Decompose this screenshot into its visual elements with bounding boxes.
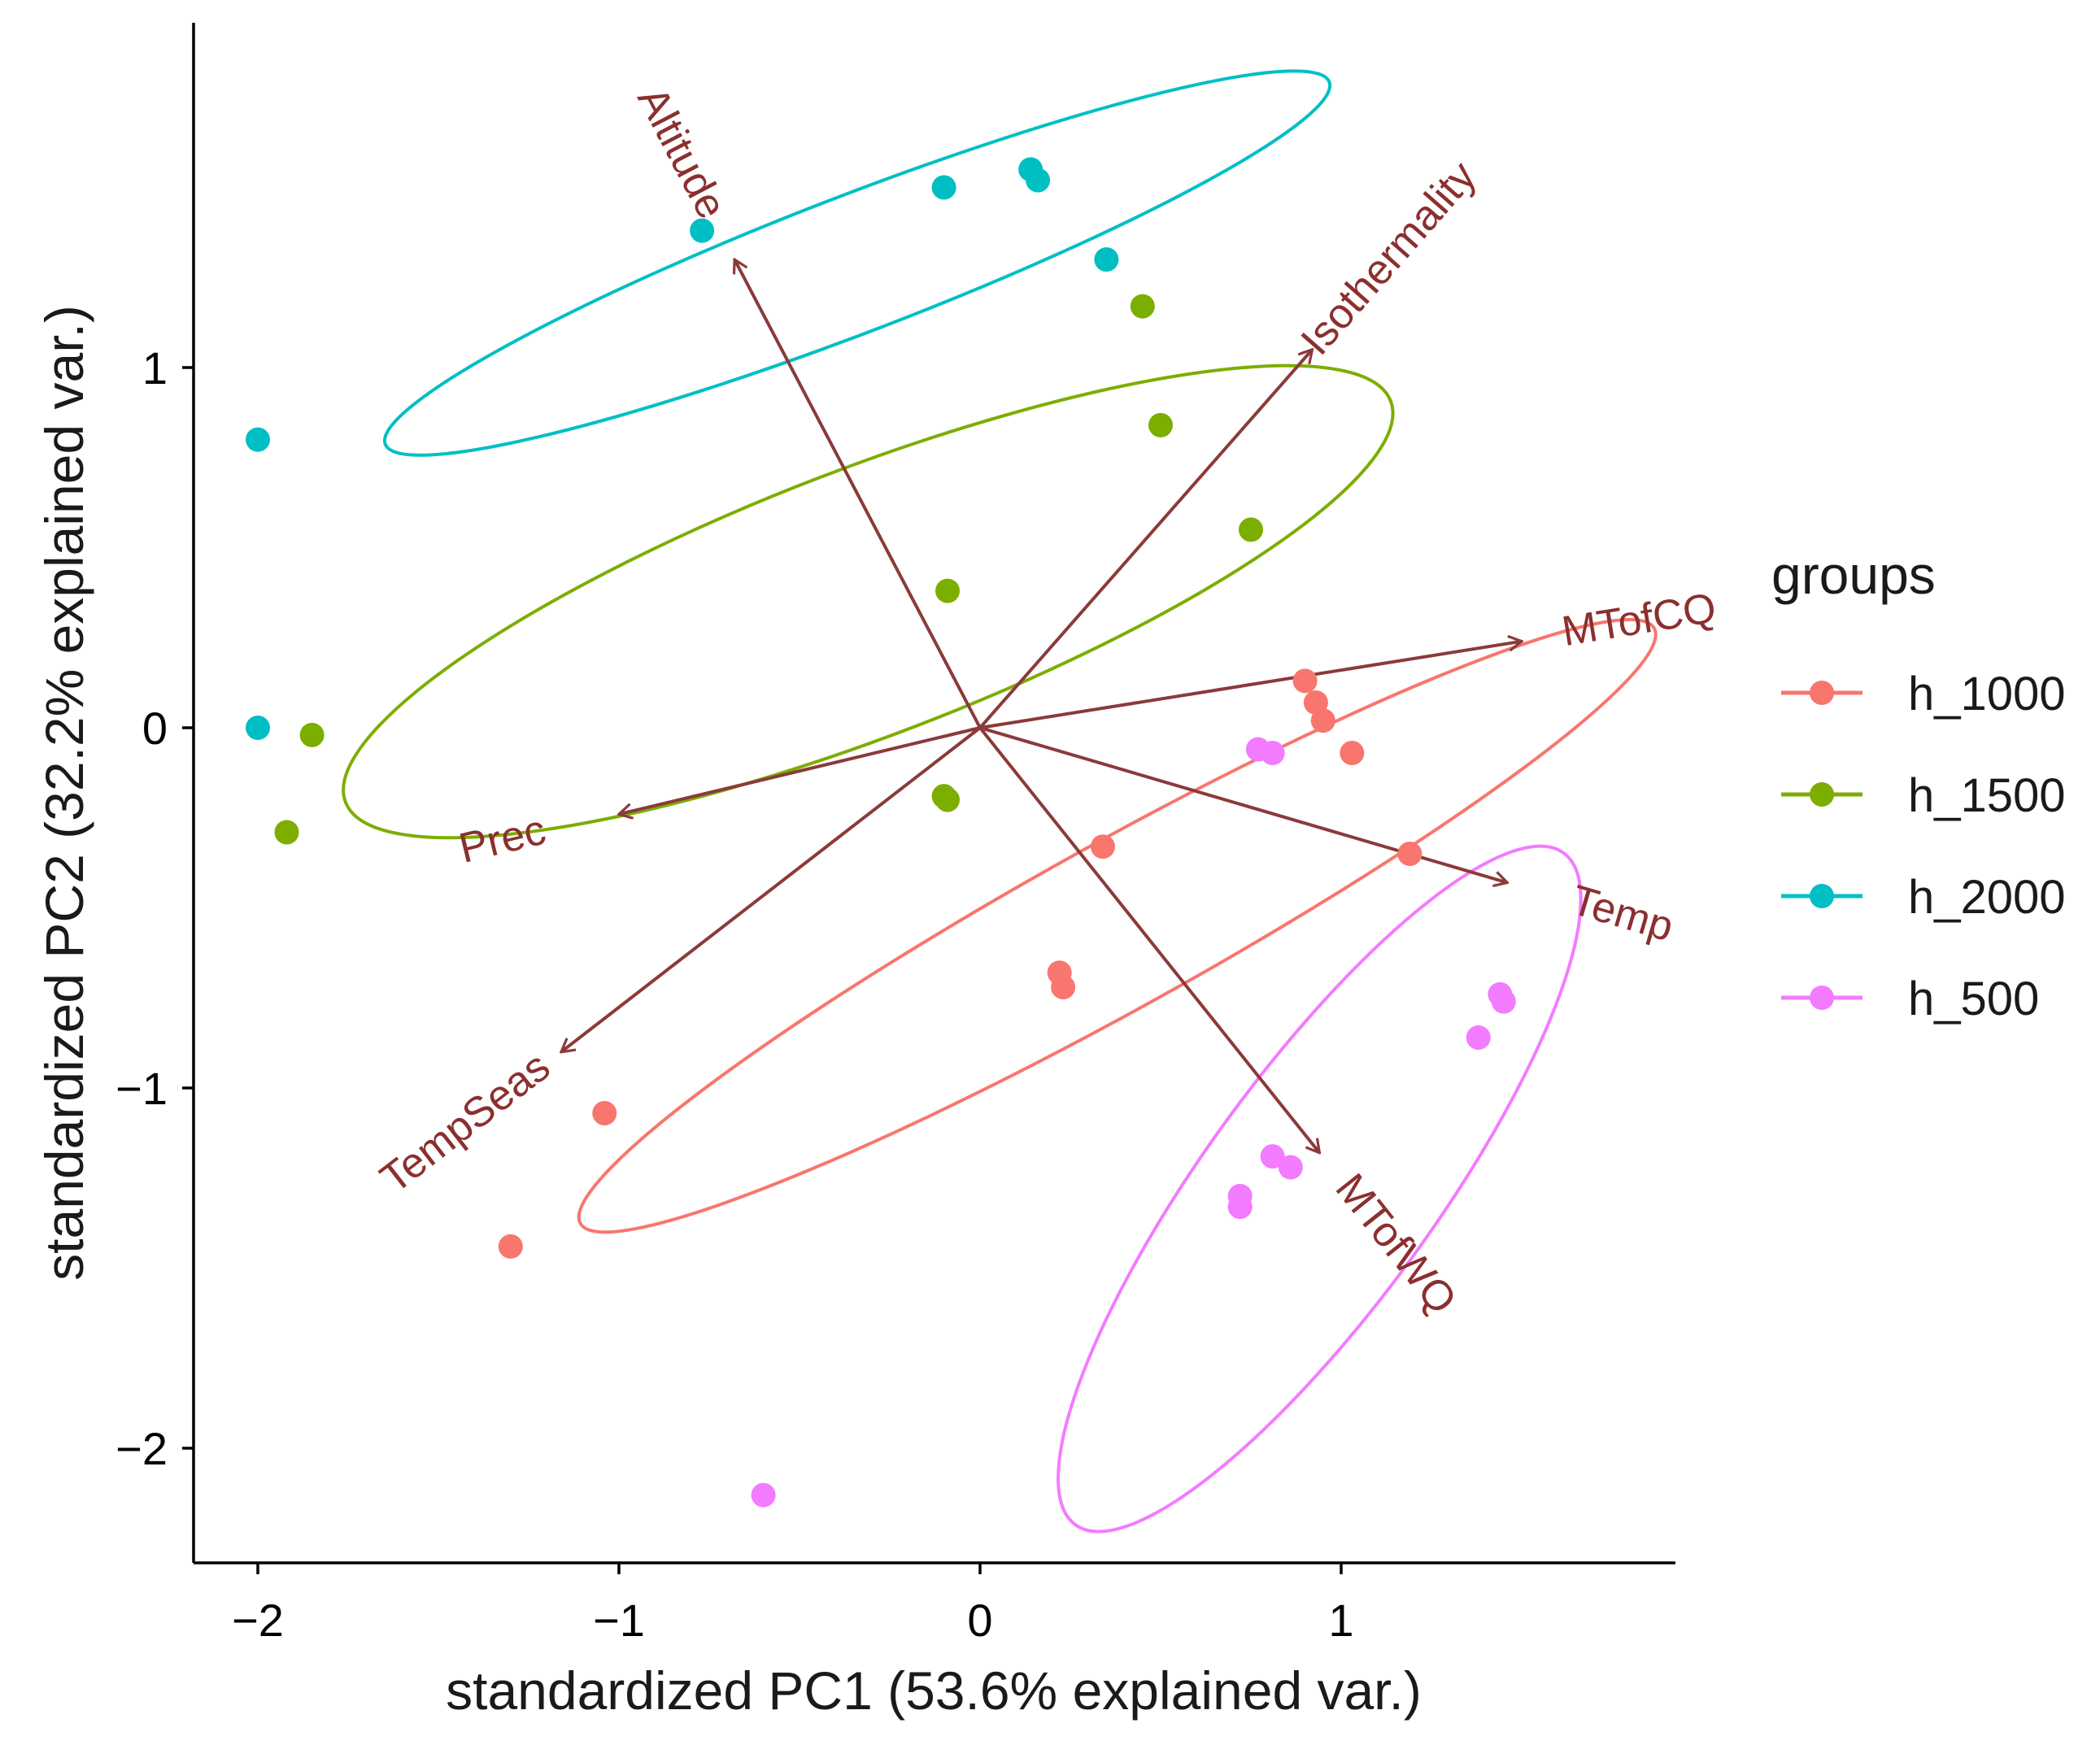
x-tick-label: 1	[1328, 1595, 1353, 1646]
point-h_500	[1491, 989, 1516, 1014]
loading-label-mtofcq: MTofCQ	[1558, 585, 1719, 655]
point-h_2000	[690, 218, 715, 243]
legend: groups h_1000 h_1500 h_2000 h_500	[1771, 545, 2066, 1025]
point-h_2000	[1026, 168, 1051, 193]
loading-labels: Altitude Isothermality MTofCQ Prec Temp TempS…	[372, 80, 1719, 1323]
point-h_1000	[1397, 842, 1423, 867]
legend-swatch-dot-h_1500	[1810, 782, 1834, 807]
loading-label-isothermality: Isothermality	[1292, 153, 1486, 364]
point-h_1500	[1148, 412, 1173, 437]
tick-marks: −2 −1 0 1 −2 −1 0 1	[115, 342, 1353, 1646]
arrow-isothermality	[978, 350, 1312, 729]
point-h_1000	[1310, 708, 1335, 733]
arrow-mtofcq	[979, 642, 1522, 729]
legend-title: groups	[1771, 545, 1936, 605]
point-h_1000	[1051, 974, 1076, 999]
point-h_1000	[1292, 668, 1318, 694]
x-tick-label: −2	[232, 1595, 284, 1646]
y-axis-title: standardized PC2 (32.2% explained var.)	[34, 305, 94, 1281]
legend-label-h_2000: h_2000	[1908, 871, 2066, 924]
x-axis-title: standardized PC1 (53.6% explained var.)	[446, 1660, 1422, 1721]
point-h_500	[1278, 1155, 1303, 1180]
point-h_1000	[498, 1234, 523, 1259]
point-h_2000	[246, 427, 270, 452]
point-h_500	[1260, 741, 1285, 766]
arrow-altitude	[734, 259, 982, 729]
point-h_1000	[1340, 741, 1365, 766]
point-h_500	[751, 1482, 776, 1508]
legend-label-h_1500: h_1500	[1908, 769, 2066, 822]
point-h_1500	[299, 722, 325, 747]
loading-label-altitude: Altitude	[628, 80, 735, 227]
loading-label-prec: Prec	[455, 807, 551, 872]
arrow-tempseas	[561, 726, 982, 1052]
loading-label-mtofwq: MTofWQ	[1327, 1165, 1466, 1323]
y-tick-label: −2	[115, 1423, 168, 1474]
legend-label-h_500: h_500	[1908, 973, 2039, 1025]
legend-label-h_1000: h_1000	[1908, 668, 2066, 720]
point-h_1500	[274, 820, 299, 845]
arrow-temp	[979, 726, 1507, 882]
point-h_1500	[935, 787, 961, 812]
y-tick-label: 1	[142, 342, 168, 394]
arrow-mtofwq	[978, 726, 1319, 1153]
point-h_500	[1260, 1144, 1285, 1169]
loading-label-tempseas: TempSeas	[372, 1043, 559, 1203]
y-tick-label: 0	[142, 703, 168, 754]
loading-arrows	[561, 259, 1522, 1153]
confidence-ellipses	[342, 69, 1658, 1534]
point-h_2000	[1094, 247, 1119, 272]
x-tick-label: −1	[593, 1595, 645, 1646]
data-points	[246, 157, 1516, 1508]
point-h_500	[1466, 1025, 1491, 1050]
ellipse-h_1000	[577, 618, 1658, 1234]
point-h_1500	[1130, 294, 1155, 319]
point-h_500	[1227, 1195, 1253, 1220]
point-h_2000	[246, 716, 270, 740]
ellipse-h_1500	[342, 363, 1395, 840]
y-tick-label: −1	[115, 1063, 168, 1114]
legend-swatch-dot-h_1000	[1810, 681, 1834, 705]
ellipse-h_2000	[382, 69, 1332, 457]
axes	[192, 23, 1675, 1564]
arrow-prec	[619, 726, 981, 814]
point-h_2000	[931, 175, 956, 200]
legend-swatch-dot-h_500	[1810, 986, 1834, 1010]
point-h_1000	[1090, 834, 1115, 859]
loading-label-temp: Temp	[1566, 877, 1679, 951]
ellipse-h_500	[1057, 844, 1583, 1534]
point-h_1500	[935, 578, 961, 603]
x-tick-label: 0	[967, 1595, 992, 1646]
point-h_1000	[592, 1101, 617, 1126]
legend-swatch-dot-h_2000	[1810, 884, 1834, 908]
point-h_1500	[1239, 517, 1263, 542]
